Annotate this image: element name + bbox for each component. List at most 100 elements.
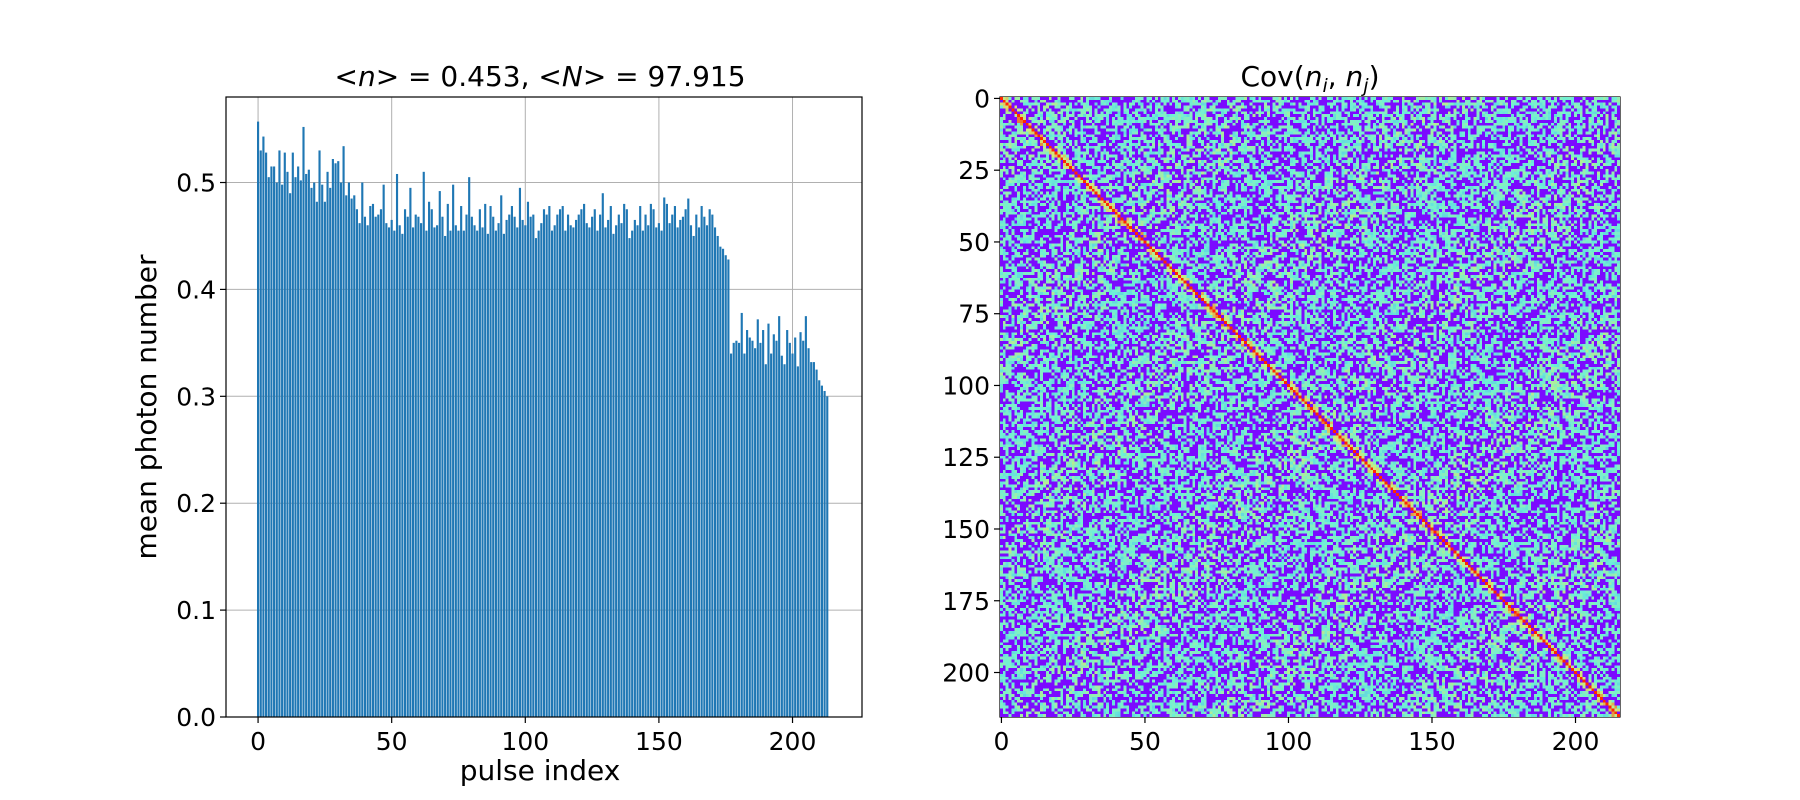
bar [770, 353, 773, 717]
bar [329, 187, 332, 718]
heatmap-x-tick-label: 50 [1129, 727, 1161, 756]
bar [644, 214, 647, 717]
bar [529, 216, 532, 717]
bar [486, 233, 489, 717]
bar [740, 312, 743, 717]
bar [441, 216, 444, 717]
bar [406, 216, 409, 717]
heatmap-y-tick-label: 175 [942, 587, 990, 616]
bar [655, 227, 658, 717]
bar [652, 209, 655, 718]
bar [323, 201, 326, 717]
bar [791, 353, 794, 717]
bar [259, 150, 262, 717]
bar [331, 159, 334, 717]
bar [711, 214, 714, 717]
bar [684, 209, 687, 718]
bar [465, 214, 468, 717]
bar [713, 227, 717, 717]
bar [347, 182, 350, 717]
bar [505, 219, 508, 717]
bar [315, 201, 318, 717]
bar [599, 214, 602, 717]
bar [657, 223, 660, 717]
bar [430, 209, 433, 718]
bar [804, 316, 807, 717]
bar [278, 150, 281, 717]
bar [446, 203, 449, 717]
heatmap-x-tick-label: 100 [1265, 727, 1313, 756]
bar [494, 230, 497, 717]
bar [647, 225, 650, 717]
bar-chart-x-ticks: 0 50 100 150 200 [250, 717, 816, 756]
bar [727, 259, 730, 717]
bar [617, 214, 620, 717]
bar [524, 225, 527, 717]
bar-y-tick-label: 0.5 [176, 169, 216, 198]
bar [361, 182, 364, 717]
bar [751, 340, 754, 717]
bar [374, 216, 377, 717]
bar [267, 177, 270, 718]
bar [620, 223, 623, 717]
heatmap-y-tick-label: 0 [974, 84, 990, 113]
bar [398, 225, 401, 717]
bar [489, 206, 492, 717]
bar [577, 214, 580, 717]
bar [371, 203, 375, 717]
bar [395, 173, 399, 718]
bar [633, 219, 636, 717]
bar [687, 198, 690, 718]
bar [283, 152, 286, 718]
bar [428, 201, 431, 717]
bar-x-tick-label: 100 [501, 727, 549, 756]
bar [377, 214, 380, 717]
bar [585, 223, 588, 717]
bar [665, 203, 668, 717]
bar [692, 235, 695, 717]
bar [558, 209, 562, 718]
bar [591, 216, 594, 717]
bar [671, 214, 674, 717]
bar [297, 166, 300, 718]
bar [660, 230, 663, 717]
bar [449, 230, 452, 717]
bar-chart-y-axis-label: mean photon number [130, 254, 163, 559]
bar-chart-x-axis-label: pulse index [460, 754, 621, 787]
bar [818, 380, 821, 717]
bar [462, 230, 465, 717]
heatmap-y-tick-label: 50 [958, 228, 990, 257]
bar [545, 214, 548, 717]
bar [689, 225, 693, 717]
bar-x-tick-label: 50 [376, 727, 408, 756]
bar [366, 225, 369, 717]
bar [540, 223, 543, 717]
bar [350, 198, 353, 718]
bar [783, 364, 786, 717]
bar [729, 353, 733, 717]
bar-chart-y-ticks: 0.0 0.1 0.2 0.3 0.4 0.5 [176, 169, 226, 732]
bar [518, 187, 522, 718]
heatmap-x-ticks: 0 50 100 150 200 [993, 717, 1599, 756]
bar-y-tick-label: 0.2 [176, 489, 216, 518]
bar [294, 177, 297, 718]
bar [289, 193, 292, 717]
bar [281, 184, 284, 717]
bar [628, 238, 631, 717]
bar [420, 223, 423, 717]
heatmap-y-tick-label: 150 [942, 515, 990, 544]
bar [679, 219, 682, 717]
bar [393, 230, 396, 717]
bar [697, 227, 701, 717]
bar [452, 184, 455, 717]
bar [607, 219, 610, 717]
bar [820, 385, 823, 717]
bar [807, 348, 810, 717]
bar [788, 342, 791, 717]
bar [358, 223, 361, 717]
bar [556, 214, 559, 717]
heatmap-y-tick-label: 200 [942, 659, 990, 688]
bar [748, 337, 751, 717]
bar [326, 171, 329, 717]
bar [764, 364, 767, 717]
